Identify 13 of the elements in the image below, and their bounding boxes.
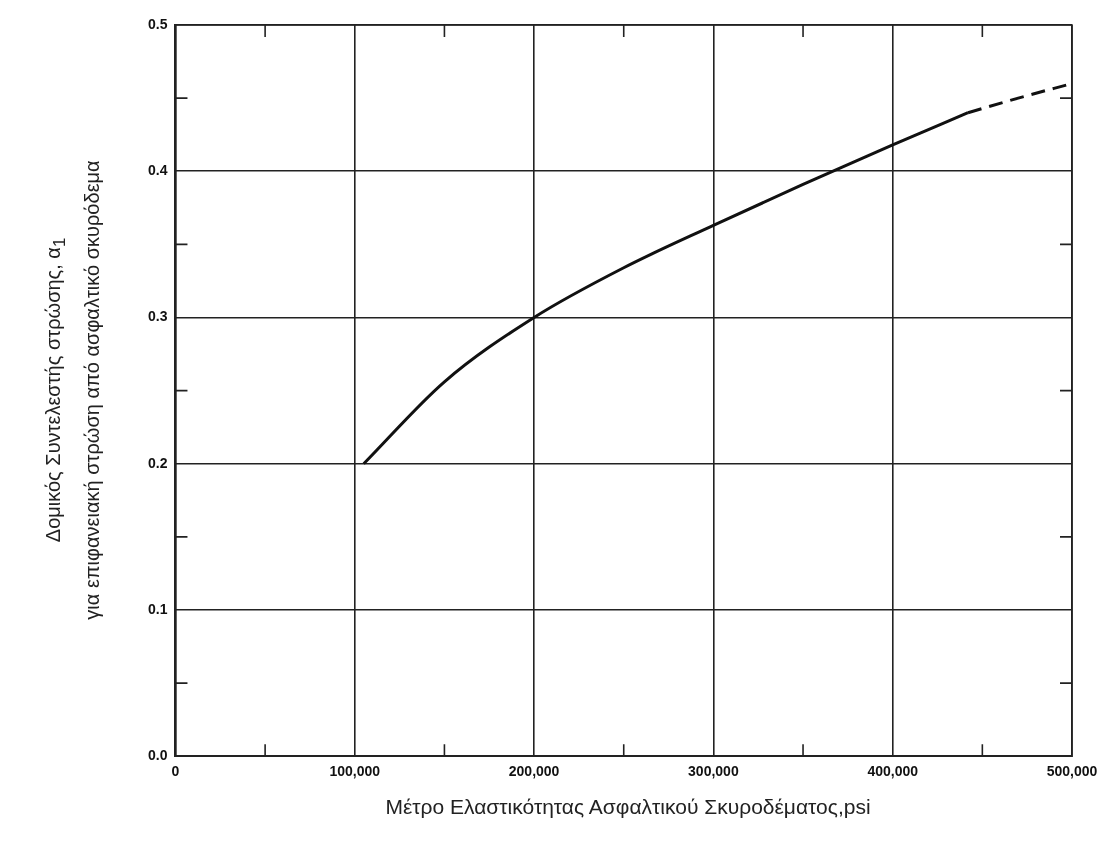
y-tick-label: 0.2 [147, 454, 168, 471]
x-tick-label: 500,000 [1046, 763, 1098, 780]
y-tick-label: 0.3 [147, 308, 168, 325]
y-tick-label: 0.4 [147, 162, 168, 179]
x-tick-label: 300,000 [688, 763, 739, 780]
x-tick-label: 400,000 [867, 763, 919, 780]
y-tick-label: 0.0 [147, 747, 168, 764]
y-tick-label: 0.1 [147, 600, 168, 617]
y-tick-label: 0.5 [147, 15, 168, 32]
x-tick-label: 200,000 [508, 763, 560, 780]
x-axis-title: Μέτρο Ελαστικότητας Ασφαλτικού Σκυροδέματος,psi [384, 795, 872, 819]
x-tick-label: 0 [171, 763, 180, 780]
x-tick-label: 100,000 [329, 763, 381, 780]
